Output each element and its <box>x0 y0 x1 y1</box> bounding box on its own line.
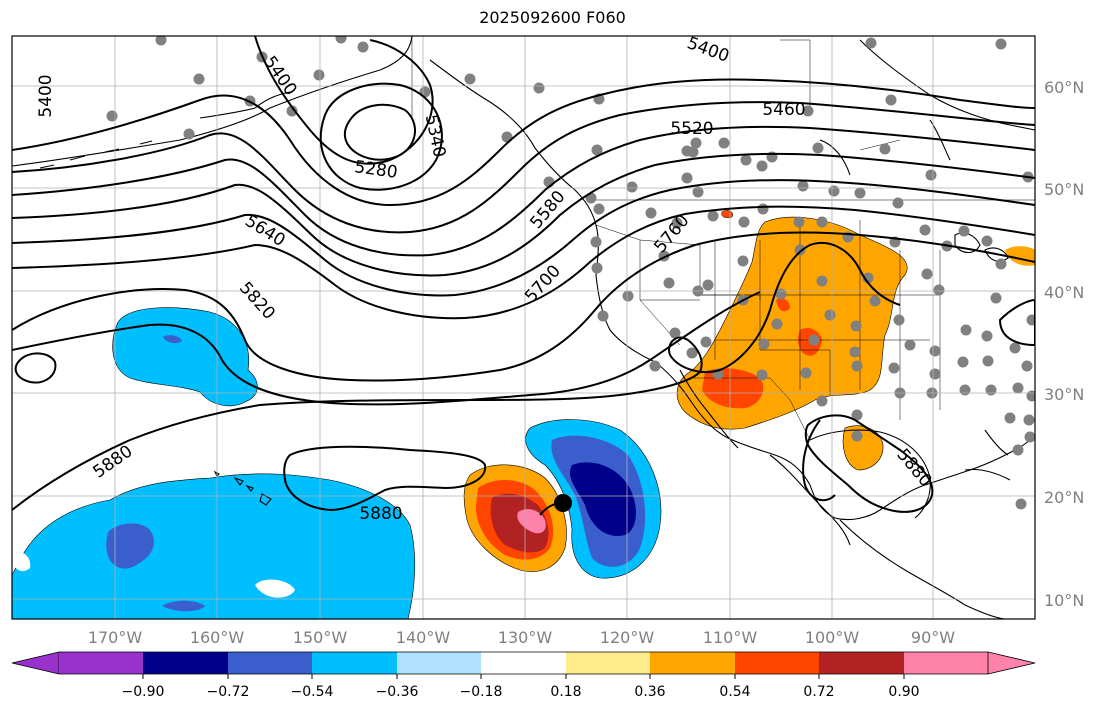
coastlines <box>12 36 1035 619</box>
lon-label: 100°W <box>805 628 860 647</box>
lat-label: 50°N <box>1044 180 1084 199</box>
lon-label: 140°W <box>396 628 451 647</box>
colorbar-segment <box>904 652 989 674</box>
colorbar-min-extend <box>11 651 60 675</box>
contour-label: 5460 <box>762 100 805 120</box>
contour-label: 5400 <box>36 74 56 117</box>
colorbar-tick-label: 0.18 <box>550 684 581 700</box>
lat-label: 20°N <box>1044 488 1084 507</box>
colorbar-segment <box>735 652 820 674</box>
map-frame <box>11 35 1036 620</box>
colorbar-tick-label: −0.90 <box>122 684 165 700</box>
observation-stations <box>106 36 1035 510</box>
height-contours <box>12 36 1035 516</box>
colorbar-tick-label: 0.54 <box>719 684 750 700</box>
colorbar-segment <box>228 652 313 674</box>
colorbar-segment <box>566 652 651 674</box>
colorbar-max-extend <box>987 651 1036 675</box>
map-area: 5400 5400 5400 5340 5280 5460 5520 5580 … <box>12 36 1035 619</box>
lat-label: 30°N <box>1044 385 1084 404</box>
lat-label: 10°N <box>1044 591 1084 610</box>
colorbar-ticks <box>142 674 905 679</box>
colorbar-tick-label: 0.90 <box>888 684 919 700</box>
colorbar: −0.90 −0.72 −0.54 −0.36 −0.18 0.18 0.36 … <box>11 651 1036 700</box>
contour-label: 5520 <box>670 119 713 139</box>
colorbar-segment <box>312 652 397 674</box>
colorbar-tick-label: −0.36 <box>376 684 419 700</box>
colorbar-segment <box>819 652 904 674</box>
colorbar-tick-label: −0.72 <box>207 684 250 700</box>
latitude-labels: 60°N 50°N 40°N 30°N 20°N 10°N <box>1044 78 1084 610</box>
lon-label: 150°W <box>293 628 348 647</box>
colorbar-tick-label: −0.54 <box>291 684 334 700</box>
colorbar-segment <box>650 652 735 674</box>
colorbar-segment <box>397 652 482 674</box>
longitude-labels: 170°W 160°W 150°W 140°W 130°W 120°W 110°… <box>88 628 955 647</box>
contour-label: 5880 <box>359 504 402 524</box>
storm-center-marker <box>554 494 572 512</box>
colorbar-segment <box>481 652 566 674</box>
map-title: 2025092600 F060 <box>479 8 626 27</box>
anomaly-shading <box>12 210 1035 619</box>
lat-label: 60°N <box>1044 78 1084 97</box>
colorbar-segment <box>59 652 144 674</box>
colorbar-tick-label: 0.72 <box>803 684 834 700</box>
colorbar-tick-label: −0.18 <box>460 684 503 700</box>
lon-label: 160°W <box>190 628 245 647</box>
lon-label: 170°W <box>88 628 143 647</box>
political-borders <box>411 36 1035 441</box>
lon-label: 120°W <box>600 628 655 647</box>
lon-label: 110°W <box>703 628 758 647</box>
lon-label: 90°W <box>911 628 955 647</box>
lon-label: 130°W <box>498 628 553 647</box>
colorbar-segment <box>143 652 228 674</box>
lat-label: 40°N <box>1044 283 1084 302</box>
colorbar-tick-label: 0.36 <box>634 684 665 700</box>
